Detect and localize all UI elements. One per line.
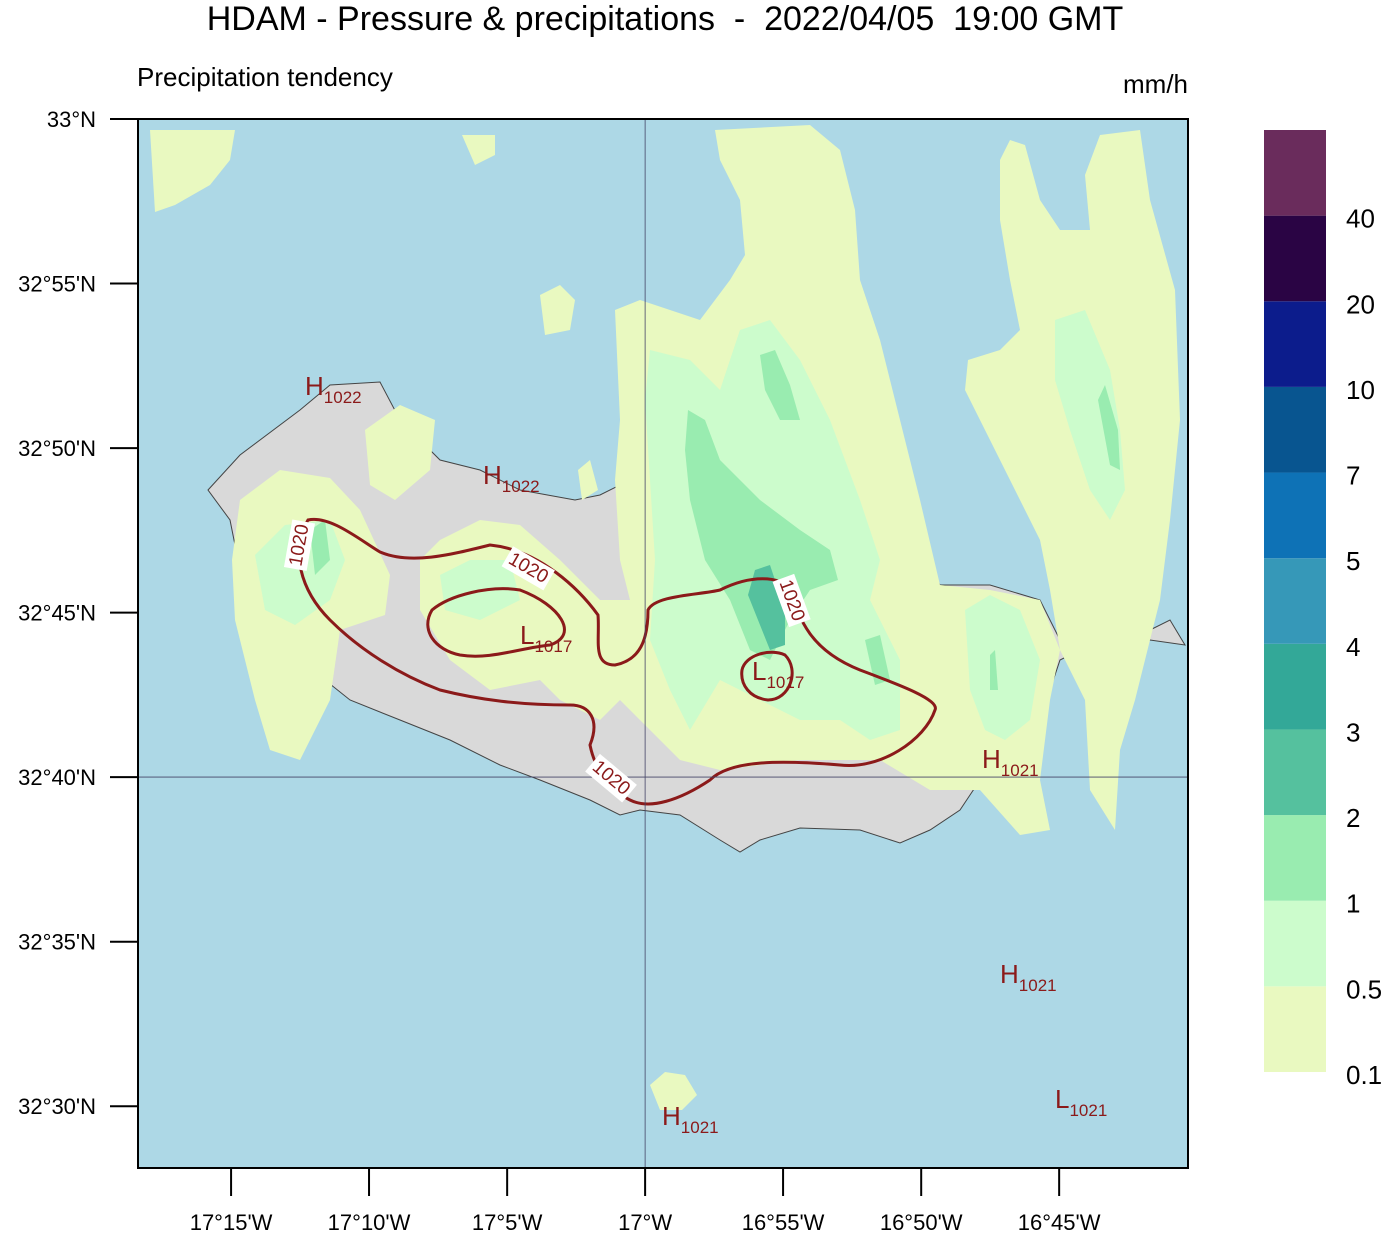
pressure-letter: L xyxy=(1055,1084,1069,1114)
contour-label: 1020 xyxy=(501,546,555,591)
colorbar-label: 2 xyxy=(1346,803,1360,833)
y-tick-label: 32°50'N xyxy=(18,436,96,461)
x-tick-label: 16°50'W xyxy=(880,1210,963,1234)
pressure-letter: H xyxy=(982,744,1001,774)
colorbar-label: 20 xyxy=(1346,289,1375,319)
y-tick-label: 32°35'N xyxy=(18,930,96,955)
pressure-label: L1017 xyxy=(520,620,572,656)
colorbar-box xyxy=(1264,900,1326,987)
colorbar-box xyxy=(1264,558,1326,644)
pressure-letter: H xyxy=(305,371,324,401)
pressure-letter: L xyxy=(752,656,766,686)
colorbar-box xyxy=(1264,472,1326,559)
y-tick-label: 32°55'N xyxy=(18,271,96,296)
pressure-value: 1021 xyxy=(681,1118,719,1137)
colorbar-label: 3 xyxy=(1346,717,1360,747)
colorbar-box xyxy=(1264,386,1326,473)
x-tick-label: 17°W xyxy=(618,1210,672,1234)
x-tick-label: 17°10'W xyxy=(328,1210,411,1234)
colorbar-box xyxy=(1264,301,1326,387)
pressure-value: 1021 xyxy=(1001,761,1039,780)
map-frame xyxy=(137,118,1189,1169)
colorbar-label: 0.5 xyxy=(1346,974,1382,1004)
colorbar-box xyxy=(1264,729,1326,816)
y-tick-label: 32°45'N xyxy=(18,601,96,626)
colorbar-box xyxy=(1264,986,1326,1072)
pressure-letter: H xyxy=(662,1101,681,1131)
y-tick-label: 32°40'N xyxy=(18,765,96,790)
chart-title: HDAM - Pressure & precipitations - 2022/… xyxy=(207,0,1124,38)
pressure-value: 1017 xyxy=(766,673,804,692)
pressure-label: H1021 xyxy=(982,744,1039,780)
pressure-value: 1022 xyxy=(502,477,540,496)
colorbar-box xyxy=(1264,215,1326,302)
pressure-label: H1021 xyxy=(1000,959,1057,995)
pressure-letter: H xyxy=(483,460,502,490)
isobars xyxy=(297,517,937,806)
colorbar-label: 40 xyxy=(1346,204,1375,234)
pressure-value: 1022 xyxy=(324,388,362,407)
contour-label-bg xyxy=(283,519,315,572)
pressure-label: L1021 xyxy=(1055,1084,1107,1120)
contour-label: 1020 xyxy=(772,573,811,628)
x-tick-label: 17°5'W xyxy=(472,1210,543,1234)
colorbar-label: 1 xyxy=(1346,889,1360,919)
colorbar-label: 5 xyxy=(1346,546,1360,576)
colorbar-box xyxy=(1264,815,1326,901)
contour-label: 1020 xyxy=(283,519,315,572)
map-area xyxy=(138,119,1188,1168)
pressure-label: L1017 xyxy=(752,656,804,692)
pressure-label: H1022 xyxy=(305,371,362,407)
colorbar-label: 7 xyxy=(1346,461,1360,491)
x-tick-label: 16°55'W xyxy=(742,1210,825,1234)
x-tick-label: 17°15'W xyxy=(190,1210,273,1234)
pressure-label: H1021 xyxy=(662,1101,719,1137)
contour-label-bg xyxy=(585,753,637,803)
colorbar-label: 4 xyxy=(1346,632,1360,662)
colorbar-box xyxy=(1264,643,1326,730)
pressure-label: H1022 xyxy=(483,460,540,496)
colorbar-label: 0.1 xyxy=(1346,1060,1382,1090)
pressure-letter: H xyxy=(1000,959,1019,989)
pressure-letter: L xyxy=(520,620,534,650)
x-tick-label: 16°45'W xyxy=(1018,1210,1101,1234)
pressure-value: 1017 xyxy=(534,637,572,656)
contour-label-bg xyxy=(772,573,811,628)
colorbar-box xyxy=(1264,130,1326,216)
subtitle: Precipitation tendency xyxy=(137,62,393,92)
contour-label-bg xyxy=(501,546,555,591)
y-tick-label: 33°N xyxy=(47,107,96,132)
y-tick-label: 32°30'N xyxy=(18,1094,96,1119)
pressure-value: 1021 xyxy=(1069,1101,1107,1120)
unit-label: mm/h xyxy=(1123,69,1188,99)
colorbar-label: 10 xyxy=(1346,375,1375,405)
pressure-value: 1021 xyxy=(1019,976,1057,995)
